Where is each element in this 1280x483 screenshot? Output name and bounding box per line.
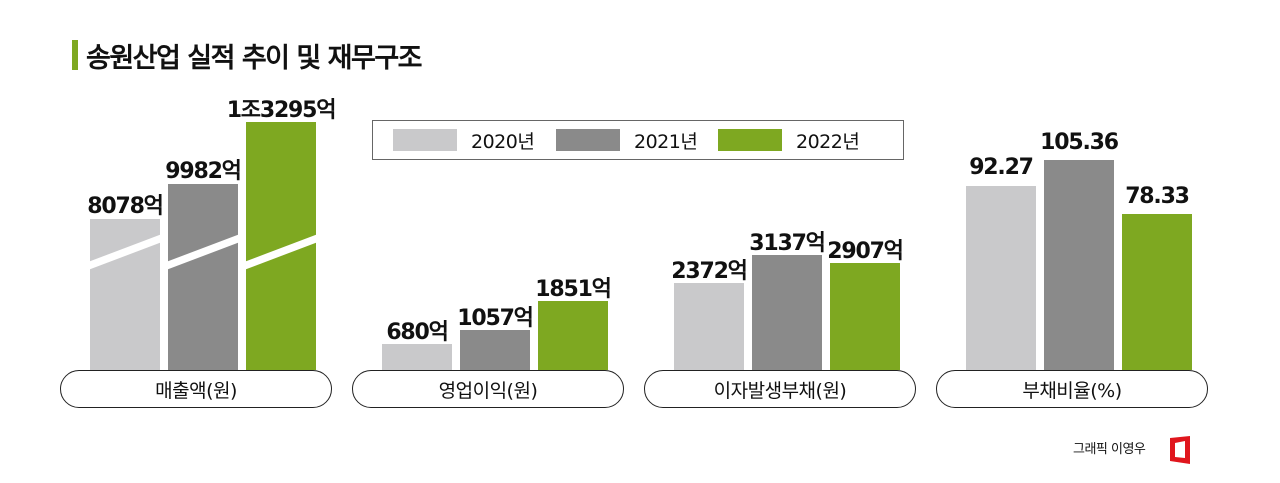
bar-operating-profit-2020 [382, 344, 452, 370]
value-label: 2372억 [671, 259, 748, 284]
value-label: 78.33 [1125, 184, 1190, 209]
legend: 2020년 2021년 2022년 [372, 120, 904, 160]
bar-interest-debt-2020 [674, 283, 744, 370]
publisher-logo-icon [1170, 436, 1190, 464]
legend-item-2020: 2020년 [393, 129, 535, 153]
chart-title: 송원산업 실적 추이 및 재무구조 [86, 43, 423, 74]
value-label: 1851억 [535, 277, 612, 302]
legend-label-2022: 2022년 [796, 130, 860, 153]
value-label: 1057억 [457, 306, 534, 331]
legend-label-2021: 2021년 [634, 130, 698, 153]
bar-debt-ratio-2020 [966, 186, 1036, 370]
legend-swatch-2021 [556, 129, 620, 151]
category-label-revenue: 매출액(원) [60, 370, 332, 408]
bar-interest-debt-2021 [752, 255, 822, 370]
bar-operating-profit-2021 [460, 330, 530, 370]
value-label: 3137억 [749, 231, 826, 256]
bar-interest-debt-2022 [830, 263, 900, 370]
title-accent-bar [72, 40, 78, 70]
bar-debt-ratio-2022 [1122, 214, 1192, 370]
category-label-operating-profit: 영업이익(원) [352, 370, 624, 408]
value-label: 680억 [386, 320, 449, 345]
value-label: 2907억 [827, 239, 904, 264]
value-label: 105.36 [1040, 130, 1119, 155]
category-label-debt-ratio: 부채비율(%) [936, 370, 1208, 408]
graphic-credit: 그래픽 이영우 [1073, 442, 1146, 457]
category-label-interest-debt: 이자발생부채(원) [644, 370, 916, 408]
legend-label-2020: 2020년 [471, 130, 535, 153]
legend-swatch-2022 [718, 129, 782, 151]
bar-debt-ratio-2021 [1044, 160, 1114, 370]
bar-revenue-2021 [168, 184, 238, 370]
legend-item-2022: 2022년 [718, 129, 860, 153]
legend-item-2021: 2021년 [556, 129, 698, 153]
bar-operating-profit-2022 [538, 301, 608, 370]
value-label: 92.27 [969, 155, 1034, 180]
value-label: 1조3295억 [226, 98, 337, 123]
value-label: 8078억 [87, 194, 164, 219]
legend-swatch-2020 [393, 129, 457, 151]
value-label: 9982억 [165, 159, 242, 184]
